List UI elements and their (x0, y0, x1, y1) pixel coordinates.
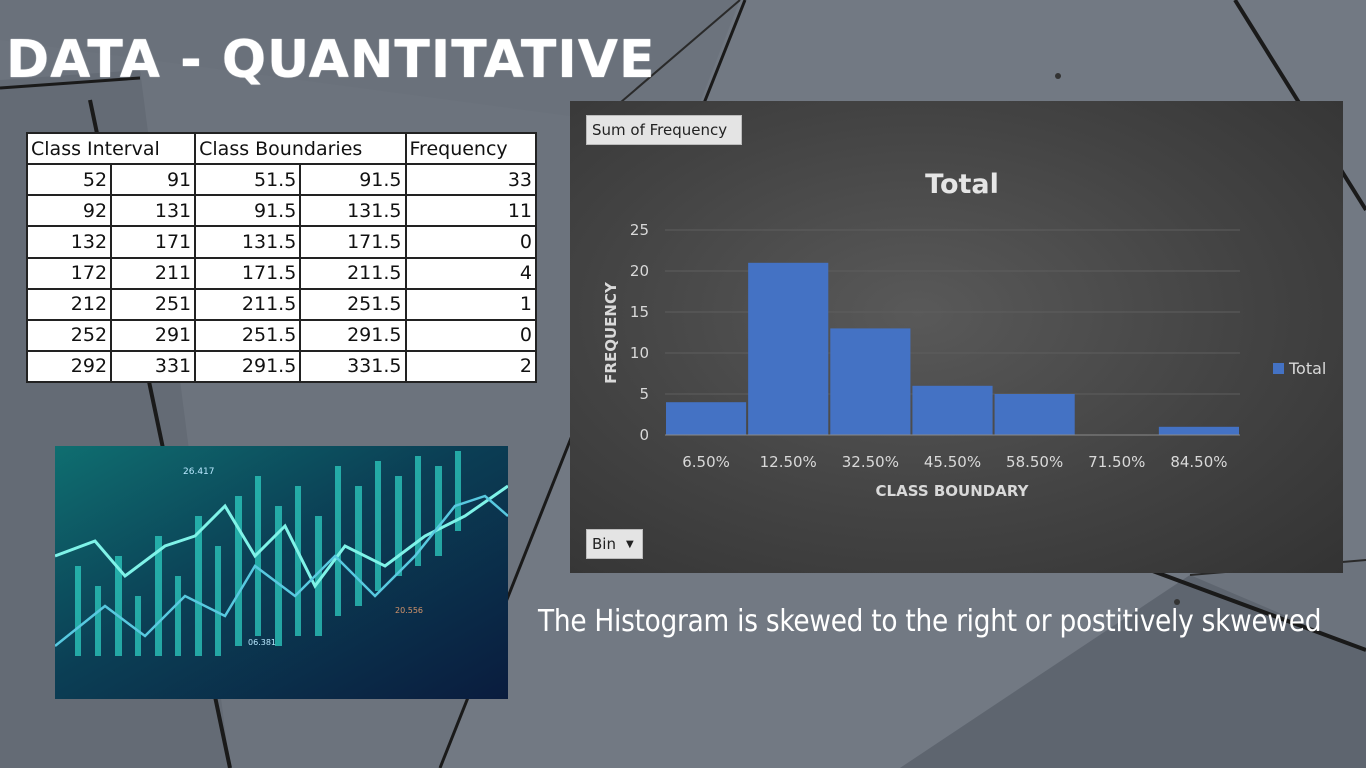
table-cell: 52 (25, 163, 113, 197)
stock-label: 06.381 (248, 638, 276, 647)
y-tick-label: 0 (639, 426, 649, 444)
table-cell: 131.5 (299, 194, 407, 228)
table-cell: 211.5 (194, 287, 302, 321)
slide-caption: The Histogram is skewed to the right or … (538, 604, 1322, 639)
bar (748, 262, 829, 435)
table-cell: 172 (25, 256, 113, 290)
table-cell: 171.5 (299, 225, 407, 259)
table-cell: 291.5 (194, 349, 302, 384)
table-cell: 251.5 (194, 318, 302, 352)
table-row: 92 131 91.5 131.5 11 (25, 194, 537, 228)
stock-label: 20.556 (395, 606, 423, 615)
table-cell: 91.5 (299, 163, 407, 197)
table-cell: 252 (25, 318, 113, 352)
stock-chart-image: 26.417 06.381 20.556 (55, 446, 508, 699)
legend-swatch (1273, 363, 1284, 374)
table-cell: 331.5 (299, 349, 407, 384)
table-cell: 92 (25, 194, 113, 228)
chart-title: Total (925, 169, 999, 200)
table-row: 212 251 211.5 251.5 1 (25, 287, 537, 321)
frequency-table: Class Interval Class Boundaries Frequenc… (25, 131, 537, 384)
y-tick-label: 25 (630, 221, 649, 239)
slide-title: DATA - QUANTITATIVE (6, 30, 656, 90)
header-class-interval: Class Interval (25, 131, 197, 166)
x-tick-label: 71.50% (1088, 453, 1145, 471)
header-frequency: Frequency (404, 131, 537, 166)
table-row: 292 331 291.5 331.5 2 (25, 349, 537, 384)
table-row: 132 171 131.5 171.5 0 (25, 225, 537, 259)
table-cell: 131.5 (194, 225, 302, 259)
table-cell: 33 (404, 163, 537, 197)
table-cell: 131 (110, 194, 197, 228)
x-tick-label: 6.50% (682, 453, 730, 471)
bar (1158, 426, 1239, 435)
table-cell: 91 (110, 163, 197, 197)
y-tick-label: 15 (630, 303, 649, 321)
y-axis-label: FREQUENCY (602, 281, 620, 384)
x-tick-label: 12.50% (760, 453, 817, 471)
stock-label: 26.417 (183, 467, 215, 477)
table-cell: 4 (404, 256, 537, 290)
table-cell: 212 (25, 287, 113, 321)
table-cell: 132 (25, 225, 113, 259)
table-cell: 211.5 (299, 256, 407, 290)
table-cell: 0 (404, 318, 537, 352)
y-tick-label: 10 (630, 344, 649, 362)
table-row: 52 91 51.5 91.5 33 (25, 163, 537, 197)
table-cell: 291 (110, 318, 197, 352)
table-cell: 171 (110, 225, 197, 259)
table-cell: 171.5 (194, 256, 302, 290)
table-cell: 2 (404, 349, 537, 384)
table-cell: 91.5 (194, 194, 302, 228)
table-cell: 11 (404, 194, 537, 228)
table-cell: 251 (110, 287, 197, 321)
dropdown-caret-icon: ▼ (625, 538, 634, 550)
x-tick-label: 58.50% (1006, 453, 1063, 471)
pivot-chart: 0 5 10 15 20 25 6.50% 12.50% 32.50% 45.50% 58.50% 7… (570, 101, 1343, 573)
table-cell: 331 (110, 349, 197, 384)
x-axis-label: CLASS BOUNDARY (876, 482, 1030, 500)
table-cell: 291.5 (299, 318, 407, 352)
x-tick-label: 32.50% (842, 453, 899, 471)
y-tick-label: 20 (630, 262, 649, 280)
y-tick-label: 5 (639, 385, 649, 403)
bin-filter-button[interactable]: Bin ▼ (586, 529, 643, 559)
table-cell: 0 (404, 225, 537, 259)
bar (666, 402, 747, 435)
x-tick-label: 45.50% (924, 453, 981, 471)
table-row: 172 211 171.5 211.5 4 (25, 256, 537, 290)
histogram-svg: 0 5 10 15 20 25 6.50% 12.50% 32.50% 45.50% 58.50% 7… (602, 169, 1326, 500)
table-cell: 211 (110, 256, 197, 290)
bar (912, 385, 993, 435)
sum-of-frequency-button[interactable]: Sum of Frequency (586, 115, 743, 145)
header-class-boundaries: Class Boundaries (194, 131, 407, 166)
table-row: 252 291 251.5 291.5 0 (25, 318, 537, 352)
bin-button-label: Bin (592, 535, 616, 553)
x-tick-label: 84.50% (1170, 453, 1227, 471)
legend-label: Total (1288, 359, 1326, 378)
table-cell: 251.5 (299, 287, 407, 321)
table-header-row: Class Interval Class Boundaries Frequenc… (25, 131, 537, 166)
bar (830, 328, 911, 435)
table-cell: 292 (25, 349, 113, 384)
table-cell: 51.5 (194, 163, 302, 197)
table-cell: 1 (404, 287, 537, 321)
bar (994, 394, 1075, 435)
